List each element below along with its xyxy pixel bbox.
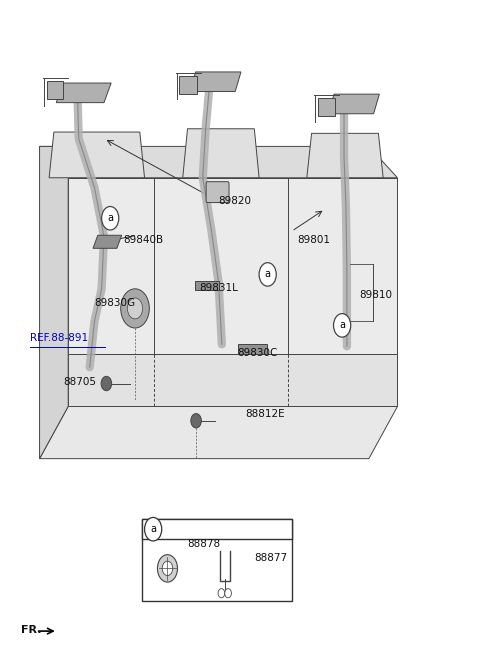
Text: 88877: 88877 [254,553,288,563]
Text: 88705: 88705 [63,377,96,386]
Polygon shape [68,354,397,406]
Text: a: a [339,320,345,331]
Polygon shape [183,129,259,178]
Polygon shape [56,83,111,102]
Text: 89830C: 89830C [238,348,278,358]
Text: 89840B: 89840B [123,235,163,245]
Text: REF.88-891: REF.88-891 [30,333,88,343]
Text: a: a [264,270,271,279]
Circle shape [334,314,351,337]
Polygon shape [39,406,397,459]
Text: 89810: 89810 [360,291,392,300]
Polygon shape [238,344,267,354]
Circle shape [120,289,149,328]
Polygon shape [318,98,336,116]
Circle shape [101,377,112,391]
Polygon shape [307,133,383,178]
FancyBboxPatch shape [142,520,292,539]
Text: 89820: 89820 [218,195,252,205]
Polygon shape [328,94,379,113]
Circle shape [218,588,225,598]
Polygon shape [93,236,121,249]
Text: a: a [150,524,156,534]
Circle shape [162,561,173,575]
Circle shape [225,588,231,598]
Text: 88878: 88878 [188,539,221,548]
Polygon shape [49,132,144,178]
Text: FR.: FR. [22,625,42,635]
Text: 88812E: 88812E [245,409,284,419]
Polygon shape [39,146,397,178]
Circle shape [157,555,178,582]
Text: 89831L: 89831L [199,283,238,293]
Circle shape [127,298,143,319]
Circle shape [102,207,119,230]
Polygon shape [180,76,197,94]
Polygon shape [68,178,397,354]
Text: a: a [107,213,113,223]
Polygon shape [39,146,68,459]
Polygon shape [195,281,218,290]
Text: 89801: 89801 [297,235,330,245]
FancyBboxPatch shape [142,520,292,601]
Polygon shape [190,72,241,92]
Polygon shape [47,81,63,99]
Circle shape [191,413,201,428]
Circle shape [144,518,162,541]
Circle shape [259,262,276,286]
Text: 89830G: 89830G [95,298,135,308]
FancyBboxPatch shape [206,182,229,203]
